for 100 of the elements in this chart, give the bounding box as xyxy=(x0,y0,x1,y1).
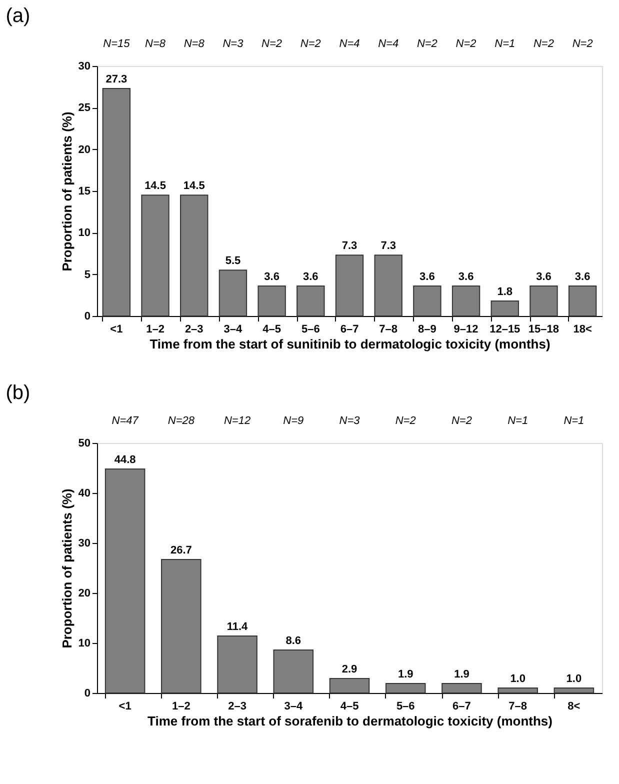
text: N=2 xyxy=(451,415,472,427)
data-label: 3.6 xyxy=(536,271,552,283)
bar xyxy=(273,650,314,694)
text: N=4 xyxy=(339,38,360,50)
data-label: 14.5 xyxy=(183,180,205,192)
bar xyxy=(554,688,594,694)
bar xyxy=(452,286,480,316)
text: N=28 xyxy=(168,415,196,427)
y-tick-label: 0 xyxy=(84,688,90,700)
x-tick-label: 2–3 xyxy=(228,700,246,712)
x-tick-label: 7–8 xyxy=(379,324,398,336)
x-axis-title: Time from the start of sorafenib to dermatologic toxicity (months) xyxy=(148,714,552,728)
text: N=8 xyxy=(145,38,166,50)
y-axis-title: Proportion of patients (%) xyxy=(59,112,74,272)
text: N=12 xyxy=(224,415,251,427)
text: N=15 xyxy=(103,38,131,50)
data-label: 3.6 xyxy=(420,271,435,283)
data-label: 3.6 xyxy=(303,271,318,283)
text: N=3 xyxy=(222,38,244,50)
data-label: 5.5 xyxy=(225,255,241,268)
x-axis-title: Time from the start of sunitinib to dermatologic toxicity (months) xyxy=(150,336,550,352)
text: N=47 xyxy=(112,415,140,427)
data-label: 27.3 xyxy=(106,74,128,86)
bar xyxy=(296,286,325,316)
text: N=2 xyxy=(395,415,416,427)
data-label: 3.6 xyxy=(574,271,590,283)
bar xyxy=(141,194,170,316)
data-label: 11.4 xyxy=(226,621,249,633)
y-tick-label: 10 xyxy=(78,638,90,650)
text: N=9 xyxy=(283,415,304,427)
text: N=2 xyxy=(456,38,476,50)
x-tick-label: 6–7 xyxy=(340,324,359,336)
bar xyxy=(498,688,538,694)
y-tick-label: 5 xyxy=(84,268,90,281)
x-tick-label: 3–4 xyxy=(284,700,304,712)
x-tick-label: <1 xyxy=(118,700,132,712)
x-tick-label: 1–2 xyxy=(172,700,190,712)
data-label: 1.0 xyxy=(566,673,582,685)
x-tick-label: 5–6 xyxy=(301,324,320,336)
y-tick-label: 10 xyxy=(78,227,90,240)
y-tick-label: 50 xyxy=(78,438,90,450)
bar xyxy=(180,194,208,316)
text: N=2 xyxy=(262,38,282,50)
data-label: 1.9 xyxy=(454,668,470,680)
x-tick-label: 15–18 xyxy=(528,324,560,336)
x-tick-label: 9–12 xyxy=(454,324,478,336)
data-label: 1.9 xyxy=(398,668,414,680)
text: N=2 xyxy=(572,38,593,50)
x-tick-label: 12–15 xyxy=(490,324,520,336)
y-tick-label: 25 xyxy=(78,102,90,114)
data-label: 3.6 xyxy=(264,271,280,283)
text: N=1 xyxy=(494,38,516,50)
y-axis-title: Proportion of patients (%) xyxy=(59,488,74,648)
data-label: 14.5 xyxy=(144,180,166,192)
x-tick-label: 8–9 xyxy=(418,324,436,336)
data-label: 1.0 xyxy=(510,673,526,685)
data-label: 2.9 xyxy=(342,664,358,676)
y-tick-label: 30 xyxy=(78,538,90,550)
text: N=2 xyxy=(416,38,438,50)
bar xyxy=(335,254,364,316)
x-tick-label: 4–5 xyxy=(262,324,281,336)
bar xyxy=(374,254,402,316)
data-label: 8.6 xyxy=(286,635,302,647)
y-tick-label: 0 xyxy=(84,310,90,322)
text: N=8 xyxy=(184,38,206,50)
bar xyxy=(258,286,286,316)
bar xyxy=(385,683,426,694)
bar xyxy=(490,300,519,316)
data-label: 3.6 xyxy=(458,271,474,283)
bar xyxy=(102,88,131,316)
y-tick-label: 15 xyxy=(78,186,90,198)
x-tick-label: 5–6 xyxy=(396,700,415,712)
y-tick-label: 40 xyxy=(78,488,90,500)
bar xyxy=(329,678,370,694)
text: N=4 xyxy=(378,38,399,50)
bar xyxy=(218,270,248,316)
chart-title: (a) xyxy=(6,5,30,27)
bar xyxy=(442,683,482,694)
x-tick-label: 6–7 xyxy=(452,700,471,712)
x-tick-label: 18< xyxy=(573,324,592,336)
data-label: 44.8 xyxy=(114,454,136,466)
text: N=1 xyxy=(508,415,528,427)
text: N=2 xyxy=(300,38,321,50)
bar xyxy=(104,468,146,694)
data-label: 26.7 xyxy=(170,544,192,556)
text: N=1 xyxy=(564,415,584,427)
y-tick-label: 20 xyxy=(78,144,90,156)
x-tick-label: 3–4 xyxy=(224,324,244,336)
bar xyxy=(161,559,202,694)
text: N=2 xyxy=(533,38,554,50)
bar xyxy=(530,286,558,316)
chart-title: (b) xyxy=(6,382,30,404)
y-tick-label: 30 xyxy=(78,60,90,72)
x-tick-label: 4–5 xyxy=(340,700,359,712)
x-tick-label: 2–3 xyxy=(184,324,204,336)
text: N=3 xyxy=(339,415,361,427)
data-label: 7.3 xyxy=(380,240,396,252)
bar xyxy=(568,286,597,316)
x-tick-label: 8< xyxy=(568,700,580,712)
bar xyxy=(217,636,258,694)
